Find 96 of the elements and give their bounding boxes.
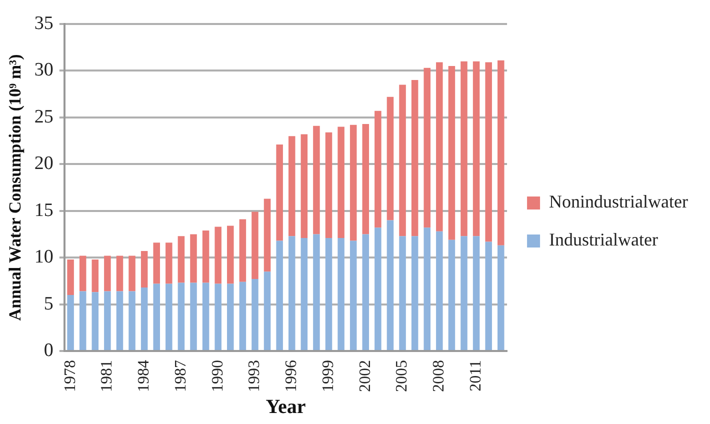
y-tick-label: 30 [34,60,54,81]
bar [67,259,74,295]
x-tick-label: 1996 [283,360,300,392]
y-tick-label: 10 [34,246,54,268]
bar [92,259,99,292]
bar [498,245,504,350]
x-tick-label: 1978 [62,360,79,392]
bar [338,126,344,238]
bar [325,132,332,238]
bar [227,226,234,284]
bar [128,291,136,350]
bar [460,236,468,350]
bar [472,61,480,236]
bar [472,236,480,350]
bar [386,220,394,350]
bar [104,256,111,292]
bar [411,80,418,236]
bar [325,238,332,350]
bar [276,144,283,241]
x-axis-title: Year [266,396,306,418]
bar [214,226,222,284]
y-tick-label: 25 [34,106,54,128]
bar [140,287,148,350]
y-tick-label: 5 [44,293,54,314]
bar [362,234,370,350]
x-tick-label: 1984 [136,360,153,392]
bar [202,230,210,283]
bar [436,62,443,232]
bar [178,282,185,350]
y-tick-label: 0 [44,340,54,361]
bar [399,84,406,236]
bar [411,236,418,350]
bar [386,96,394,220]
bar [498,60,504,246]
bar [374,228,382,350]
bar [202,282,210,350]
bar [92,292,99,350]
x-tick-label: 2005 [394,360,411,392]
x-tick-label: 2011 [468,360,484,392]
bar [239,282,246,350]
bar [140,251,148,288]
bar [485,62,492,242]
y-tick-label: 15 [34,200,54,221]
bar [79,291,86,350]
bar [264,198,271,272]
x-tick-label: 2002 [356,360,374,392]
bar [424,228,430,350]
bar [460,61,468,236]
y-tick-label: 20 [34,153,54,174]
bar [116,291,124,350]
bar [264,272,271,350]
bar [399,236,406,350]
bar [79,256,86,292]
bar [104,291,111,350]
bar [485,242,492,350]
x-tick-label: 1993 [246,360,264,392]
bar [252,279,258,350]
y-axis-title: Annual Water Consumption (10⁹ m³) [6,54,25,321]
bar [350,124,357,241]
bar [128,256,136,292]
legend-label: Nonindustrialwater [549,192,688,212]
bar [350,240,357,350]
bar [313,126,320,234]
bar [227,284,234,350]
bar [424,68,430,228]
x-tick-label: 1999 [320,360,337,392]
bar [362,124,370,234]
bar [448,66,456,240]
bar [288,136,296,236]
bar [239,219,246,282]
bar [153,284,160,350]
bar [153,242,160,284]
y-tick-label: 35 [34,12,54,34]
bar [448,240,456,350]
bar [190,282,197,350]
bar [288,236,296,350]
bar [313,234,320,350]
bar [338,238,344,350]
bar [178,236,185,283]
bar [166,284,172,350]
bar [252,212,258,280]
bar [190,234,197,283]
bar [67,294,74,350]
x-tick-label: 2008 [430,360,448,392]
bar [214,284,222,350]
legend-label: Industrialwater [549,230,658,250]
bar [300,134,308,238]
bar [436,231,443,350]
bar [116,256,124,292]
bar [374,110,382,228]
bar [166,242,172,284]
bar [276,240,283,350]
x-tick-label: 1981 [98,360,116,392]
x-tick-label: 1987 [172,360,190,392]
x-tick-label: 1990 [209,360,226,392]
bar [300,238,308,350]
